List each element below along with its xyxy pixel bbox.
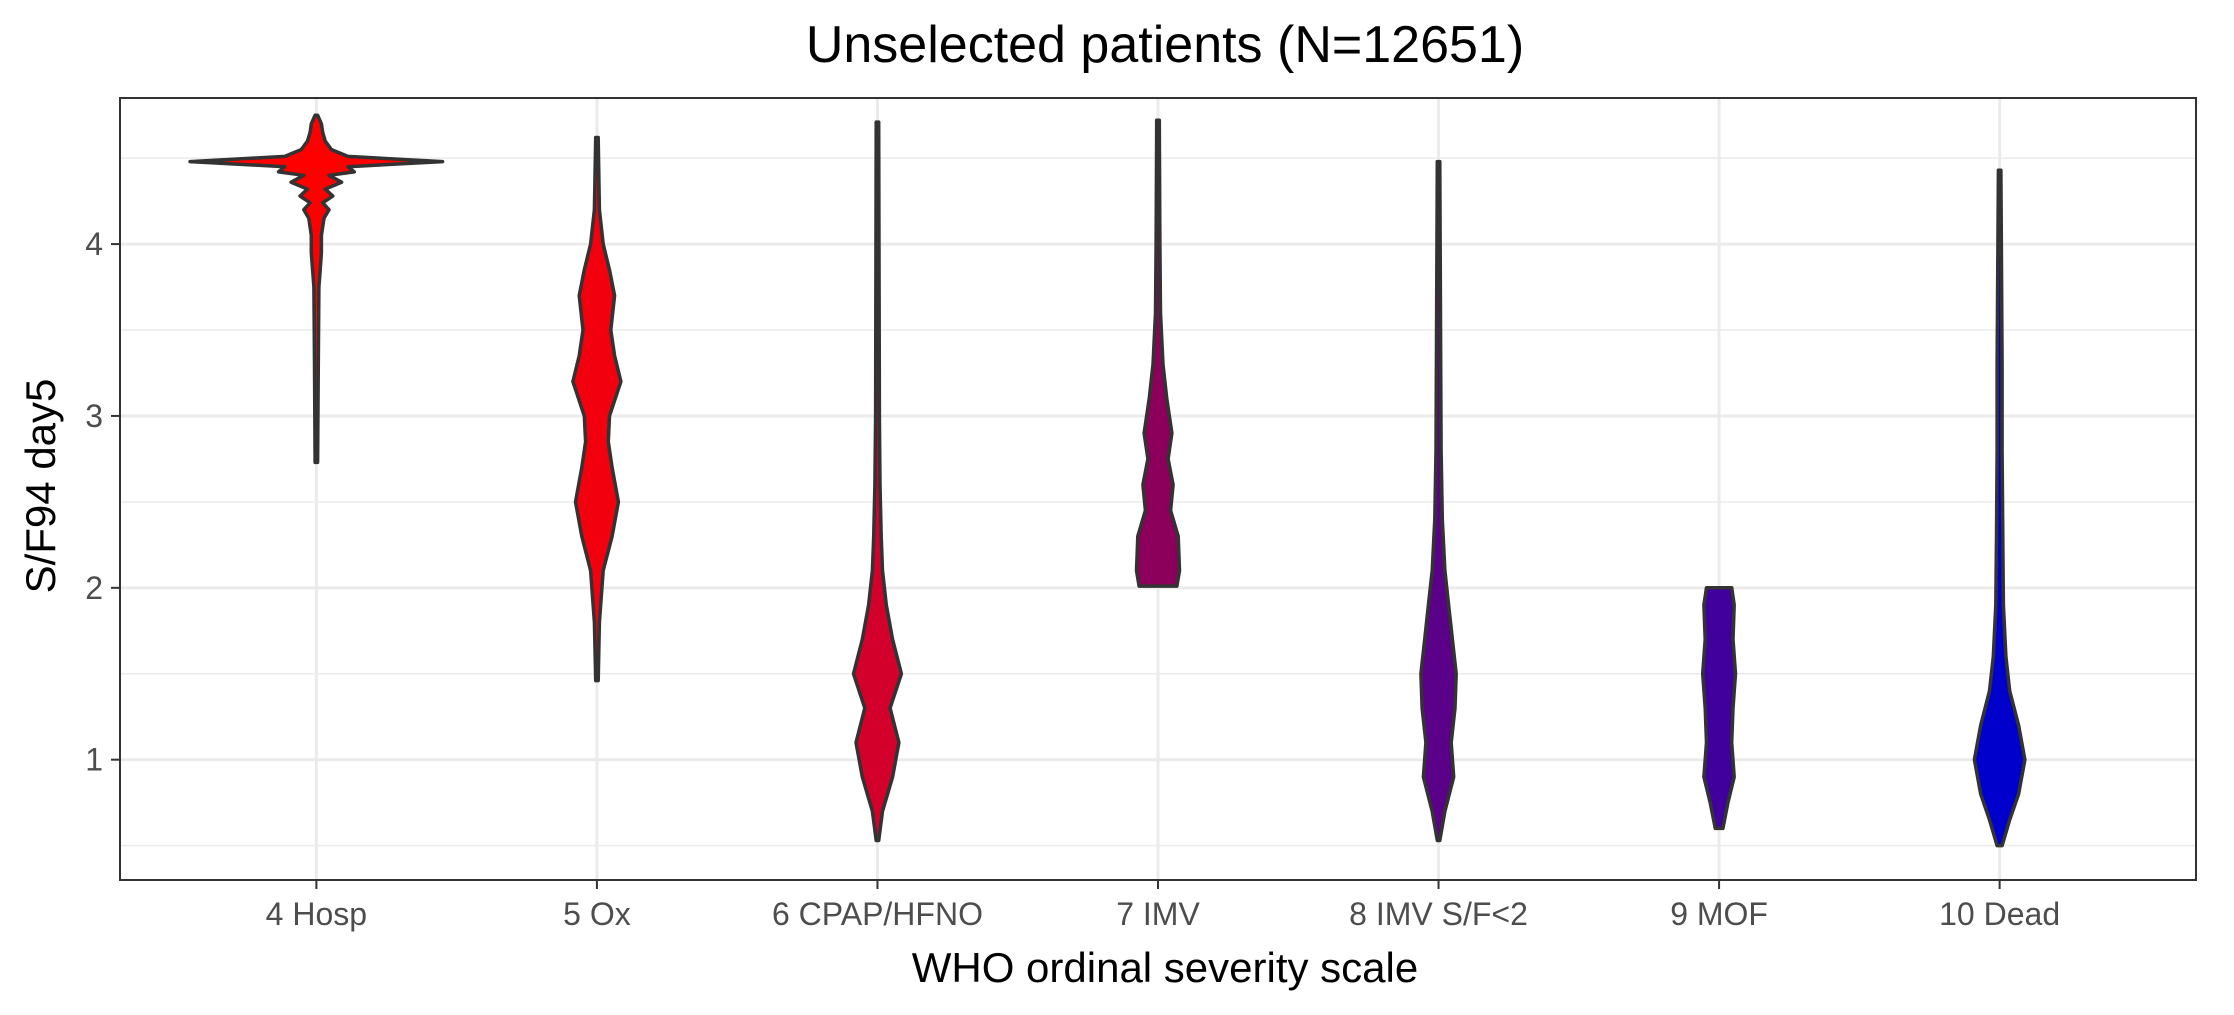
x-tick-label: 7 IMV [1116, 896, 1200, 932]
violin-1 [188, 113, 445, 465]
violin-7 [1972, 168, 2027, 848]
y-tick-label: 2 [85, 570, 103, 606]
violin-2 [571, 135, 623, 683]
x-tick-label: 4 Hosp [266, 896, 367, 932]
y-tick-label: 1 [85, 742, 103, 778]
x-tick-label: 9 MOF [1670, 896, 1768, 932]
violin-4 [1134, 118, 1182, 588]
y-axis-title: S/F94 day5 [17, 379, 64, 594]
chart-title: Unselected patients (N=12651) [806, 16, 1524, 74]
y-tick-label: 4 [85, 226, 103, 262]
violin-3 [851, 120, 904, 843]
x-tick-label: 10 Dead [1939, 896, 2060, 932]
x-tick-label: 8 IMV S/F<2 [1349, 896, 1528, 932]
x-axis-title: WHO ordinal severity scale [912, 944, 1418, 991]
plot-area: 1 2 3 4 4 Hosp 5 Ox 6 CPAP/HFNO 7 IMV 8 IMV S/F<… [85, 97, 2197, 932]
violin-5 [1419, 159, 1458, 843]
x-tick-label: 5 Ox [563, 896, 631, 932]
violin-6 [1700, 586, 1738, 831]
x-tick-label: 6 CPAP/HFNO [772, 896, 983, 932]
y-tick-label: 3 [85, 398, 103, 434]
